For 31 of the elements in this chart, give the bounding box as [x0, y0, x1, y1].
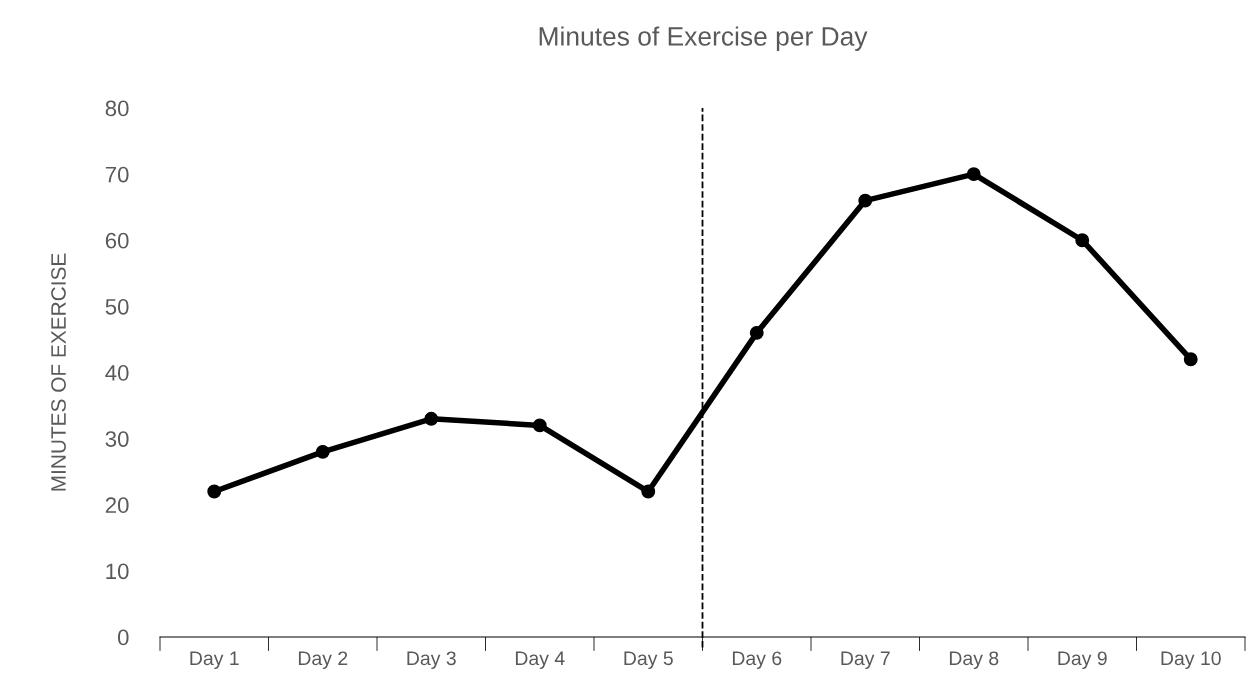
- point: [532, 418, 547, 433]
- point: [858, 193, 873, 208]
- x-tick-label: Day 4: [515, 651, 565, 670]
- point: [207, 484, 222, 499]
- point: [966, 167, 981, 182]
- y-tick-label: 10: [106, 563, 129, 580]
- x-tick-label: Day 3: [407, 651, 456, 670]
- point: [641, 484, 656, 499]
- y-axis-title: MINUTES OF EXERCISE: [51, 253, 66, 491]
- chart-title: Minutes of Exercise per Day: [539, 26, 868, 51]
- x-tick-label: Day 7: [841, 651, 890, 670]
- point: [1075, 233, 1090, 248]
- x-tick-label: Day 1: [190, 651, 239, 670]
- y-tick-label: 0: [117, 629, 129, 646]
- y-tick-label: 70: [105, 166, 129, 183]
- x-tick-label: Day 8: [949, 651, 999, 670]
- y-tick-label: 40: [105, 365, 129, 381]
- point: [315, 444, 330, 459]
- x-tick-label: Day 2: [298, 651, 348, 670]
- point: [749, 325, 764, 340]
- y-tick-label: 60: [105, 232, 129, 249]
- x-tick-label: Day 9: [1058, 651, 1107, 670]
- x-tick-label: Day 6: [732, 651, 782, 670]
- point: [424, 411, 439, 426]
- x-tick-label: Day 10: [1161, 651, 1221, 670]
- y-tick-label: 50: [105, 298, 129, 315]
- x-tick-label: Day 5: [624, 651, 673, 670]
- y-tick-label: 80: [105, 100, 129, 117]
- y-tick-label: 20: [105, 497, 129, 514]
- y-tick-label: 30: [105, 431, 129, 447]
- point: [1183, 352, 1198, 367]
